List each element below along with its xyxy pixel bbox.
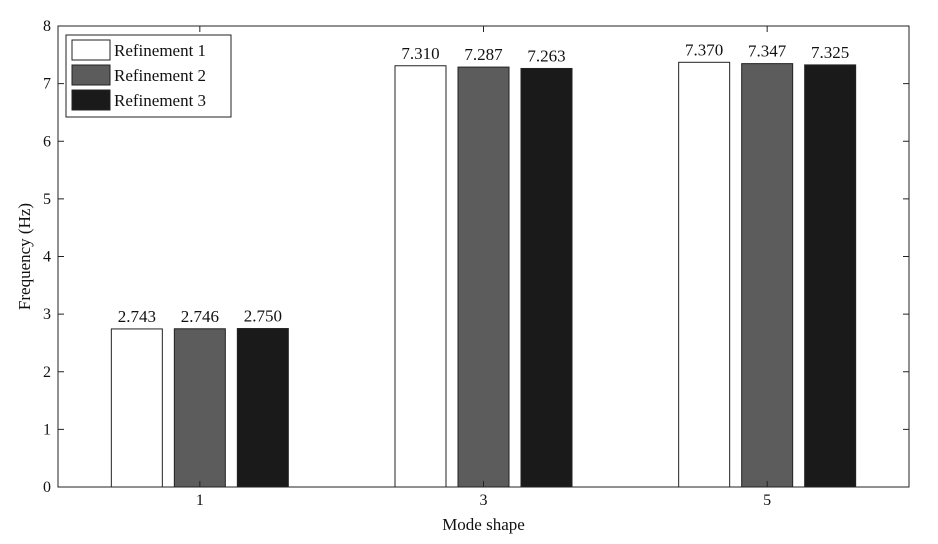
bar-value-label: 7.347 bbox=[748, 42, 787, 61]
bars-layer bbox=[110, 61, 857, 488]
bar-value-label: 2.746 bbox=[181, 307, 219, 326]
bar-value-label: 7.370 bbox=[685, 40, 723, 59]
x-axis-label: Mode shape bbox=[442, 515, 525, 534]
y-tick-label: 6 bbox=[43, 133, 51, 150]
bar-1-mode-5 bbox=[678, 61, 731, 488]
bar-value-label: 7.310 bbox=[401, 44, 439, 63]
bar-3-mode-3 bbox=[520, 67, 573, 488]
bar-value-label: 2.743 bbox=[118, 307, 156, 326]
legend-swatch-1 bbox=[71, 39, 111, 61]
data-labels-layer: 2.743 2.746 2.750 7.310 7.287 7.263 7.370 7.347… bbox=[118, 40, 850, 326]
y-tick-label: 2 bbox=[43, 364, 51, 381]
bar-3-mode-1 bbox=[236, 328, 289, 488]
bar-value-label: 7.263 bbox=[527, 46, 565, 65]
y-tick-label: 4 bbox=[43, 249, 51, 266]
y-tick-label: 1 bbox=[43, 421, 51, 438]
bar-2-mode-5 bbox=[741, 63, 794, 488]
x-tick-label: 3 bbox=[480, 492, 488, 509]
legend-label-2: Refinement 2 bbox=[114, 66, 206, 85]
bar-1-mode-1 bbox=[110, 328, 163, 488]
y-axis-label: Frequency (Hz) bbox=[15, 203, 34, 310]
y-tick-label: 5 bbox=[43, 191, 51, 208]
x-axis: 1 3 5 bbox=[196, 26, 771, 509]
y-axis: 0 1 2 3 4 5 6 7 8 bbox=[43, 18, 909, 496]
legend-label-1: Refinement 1 bbox=[114, 41, 206, 60]
bar-value-label: 7.287 bbox=[464, 45, 503, 64]
bar-2-mode-1 bbox=[173, 328, 226, 488]
bar-2-mode-3 bbox=[457, 66, 510, 488]
y-tick-label: 0 bbox=[43, 479, 51, 496]
legend-label-3: Refinement 3 bbox=[114, 91, 206, 110]
bar-1-mode-3 bbox=[394, 65, 447, 488]
y-tick-label: 7 bbox=[43, 76, 51, 93]
bar-value-label: 7.325 bbox=[811, 43, 849, 62]
x-tick-label: 5 bbox=[763, 492, 771, 509]
bar-3-mode-5 bbox=[804, 64, 857, 488]
legend-swatch-3 bbox=[71, 89, 111, 111]
y-tick-label: 3 bbox=[43, 306, 51, 323]
y-tick-label: 8 bbox=[43, 18, 51, 35]
legend: Refinement 1 Refinement 2 Refinement 3 bbox=[65, 34, 232, 118]
bar-value-label: 2.750 bbox=[244, 307, 282, 326]
legend-swatch-2 bbox=[71, 64, 111, 86]
x-tick-label: 1 bbox=[196, 492, 204, 509]
